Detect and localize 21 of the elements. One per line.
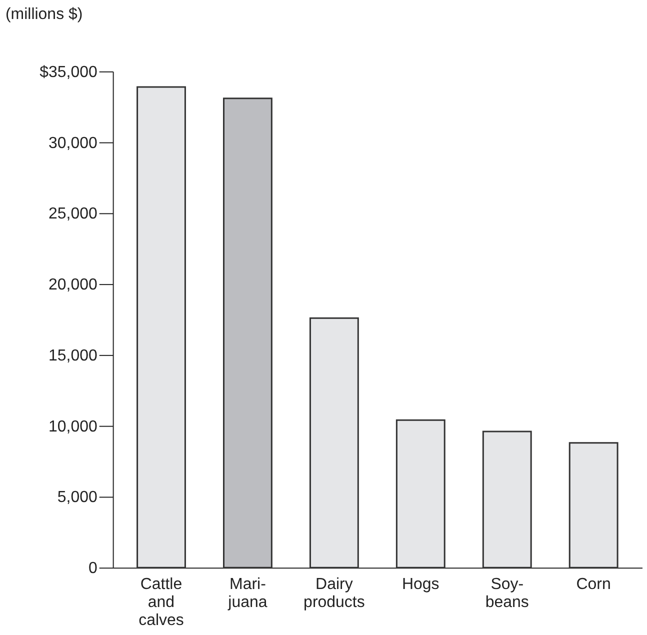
y-tick-label: $35,000: [40, 64, 98, 81]
bar: [223, 98, 272, 568]
bar: [396, 419, 446, 568]
y-axis-title: (millions $): [5, 6, 83, 23]
y-tick-label: 15,000: [48, 347, 98, 364]
x-tick-label: Hogs: [402, 576, 440, 594]
x-tick-label: Mari- juana: [227, 576, 268, 612]
bar: [482, 430, 532, 568]
bar: [309, 317, 359, 568]
x-tick-label: Cattle and calves: [138, 576, 184, 630]
y-tick-label: 5,000: [57, 489, 98, 506]
y-tick-label: 30,000: [48, 134, 98, 152]
y-tick-label: 20,000: [48, 276, 98, 294]
x-tick-label: Dairy products: [304, 576, 365, 612]
x-tick-label: Soy- beans: [485, 576, 529, 612]
bar: [136, 86, 186, 568]
x-tick-label: Corn: [576, 576, 611, 594]
bar: [568, 442, 618, 568]
y-tick-label: 0: [88, 560, 98, 578]
y-tick-label: 10,000: [48, 418, 98, 436]
y-tick-label: 25,000: [48, 206, 98, 223]
